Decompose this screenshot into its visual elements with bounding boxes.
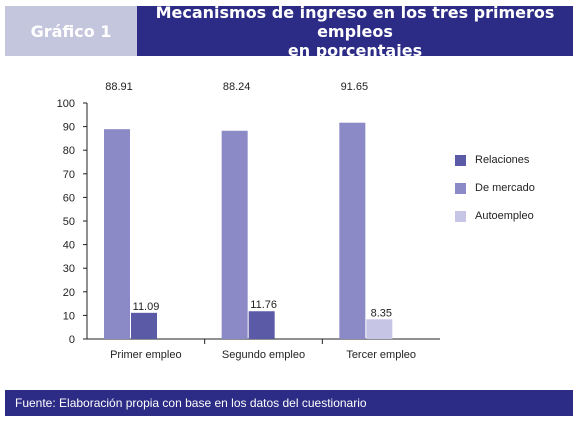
chart-title-line-2: en porcentajes <box>287 40 423 60</box>
data-label: 88.24 <box>223 81 251 93</box>
x-tick-label: Tercer empleo <box>346 349 416 361</box>
data-label: 11.09 <box>133 301 160 313</box>
legend-item: De mercado <box>455 182 535 194</box>
bar-de-mercado <box>339 122 366 340</box>
y-tick-label: 20 <box>63 287 75 299</box>
y-tick-label: 50 <box>63 216 75 228</box>
legend-swatch <box>455 154 466 166</box>
chart-title-line-1: Mecanismos de ingreso en los tres primer… <box>155 2 555 41</box>
chart-header: Gráfico 1 Mecanismos de ingreso en los t… <box>5 2 573 60</box>
legend-item: Relaciones <box>455 154 529 166</box>
bar-relaciones <box>131 312 157 339</box>
bar-de-mercado <box>221 130 248 339</box>
source-footer: Fuente: Elaboración propia con base en l… <box>5 390 573 416</box>
legend-swatch <box>455 182 466 194</box>
y-tick-label: 0 <box>69 334 75 346</box>
data-label: 91.65 <box>341 81 369 93</box>
y-tick-label: 90 <box>63 122 75 134</box>
legend-label: De mercado <box>475 182 535 194</box>
bar-autoempleo <box>366 319 393 339</box>
y-tick-label: 60 <box>63 192 75 204</box>
x-tick-label: Primer empleo <box>110 349 182 361</box>
chart-title: Mecanismos de ingreso en los tres primer… <box>137 2 573 60</box>
legend-item: Autoempleo <box>455 210 534 222</box>
y-tick-label: 100 <box>57 98 75 110</box>
legend-label: Autoempleo <box>475 210 534 222</box>
y-tick-label: 10 <box>63 310 75 322</box>
legend-swatch <box>455 210 466 222</box>
y-tick-label: 30 <box>63 263 75 275</box>
bar-relaciones <box>248 311 275 339</box>
data-label: 11.76 <box>250 299 277 311</box>
bar-chart: 0 10 20 30 40 50 60 70 80 90 100 Primer empleo 88.91… <box>57 81 440 361</box>
y-tick-label: 70 <box>63 169 75 181</box>
legend-label: Relaciones <box>475 154 530 166</box>
source-note: Fuente: Elaboración propia con base en l… <box>15 396 367 410</box>
x-tick-label: Segundo empleo <box>222 349 305 361</box>
data-label: 8.35 <box>371 307 392 319</box>
y-tick-label: 40 <box>63 240 75 252</box>
bar-de-mercado <box>104 129 130 339</box>
data-label: 88.91 <box>105 81 133 93</box>
y-tick-label: 80 <box>63 145 75 157</box>
figure-number-badge: Gráfico 1 <box>5 6 137 56</box>
